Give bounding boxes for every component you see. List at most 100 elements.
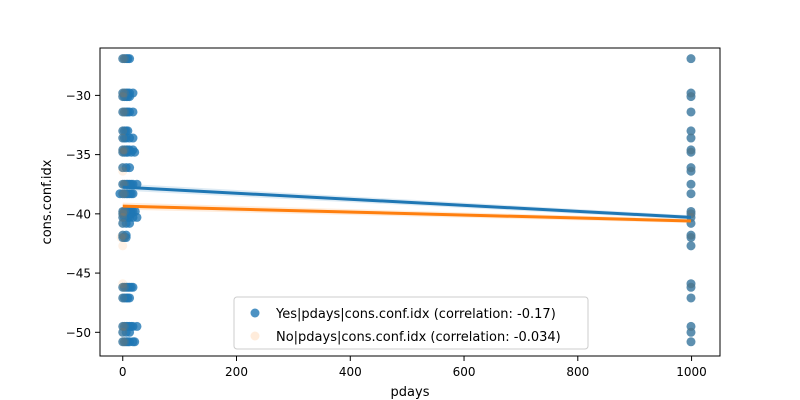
y-tick-label: −30: [66, 89, 91, 103]
data-point: [686, 179, 696, 189]
data-point: [686, 107, 696, 117]
x-tick-label: 0: [119, 365, 127, 379]
data-point: [118, 279, 128, 289]
data-point: [132, 321, 142, 331]
data-point: [125, 54, 135, 64]
data-point: [686, 163, 696, 173]
data-point: [119, 54, 129, 64]
data-point: [686, 233, 696, 243]
data-point: [125, 218, 135, 228]
plot-frame: [99, 47, 721, 357]
data-point: [686, 107, 696, 117]
data-point: [686, 293, 696, 303]
data-point: [686, 241, 696, 251]
data-point: [686, 189, 696, 199]
data-point: [686, 279, 696, 289]
y-tick-label: −50: [66, 326, 91, 340]
data-point: [686, 166, 696, 176]
data-point: [121, 233, 131, 243]
data-point: [686, 126, 696, 136]
legend-marker-yes: [250, 308, 260, 318]
data-point: [686, 54, 696, 64]
data-point: [130, 337, 140, 347]
x-axis-label: pdays: [391, 385, 430, 400]
data-point: [686, 337, 696, 347]
data-point: [686, 282, 696, 292]
data-point: [119, 189, 129, 199]
x-tick-label: 200: [225, 365, 248, 379]
data-point: [686, 327, 696, 337]
data-point: [118, 293, 128, 303]
data-point: [128, 189, 138, 199]
legend: Yes|pdays|cons.conf.idx (correlation: -0…: [233, 296, 589, 350]
data-point: [119, 337, 129, 347]
regression-line: [122, 185, 692, 219]
data-point: [119, 206, 129, 216]
data-point: [686, 92, 696, 102]
data-point: [118, 327, 128, 337]
data-point: [686, 147, 696, 157]
data-point: [118, 230, 128, 240]
data-point: [118, 206, 128, 216]
data-point: [686, 166, 696, 176]
data-point: [119, 282, 129, 292]
legend-marker-no: [250, 331, 260, 341]
data-point: [118, 107, 128, 117]
data-point: [686, 337, 696, 347]
data-point: [686, 133, 696, 143]
x-axis-ticks: 0 200 400 600 800 1000: [119, 356, 707, 379]
data-point: [118, 145, 128, 155]
data-point: [118, 241, 128, 251]
data-point: [126, 147, 136, 157]
data-point: [686, 206, 696, 216]
data-point: [686, 92, 696, 102]
data-point: [116, 233, 126, 243]
legend-box: [233, 296, 589, 350]
data-point: [118, 163, 128, 173]
data-point: [686, 145, 696, 155]
data-point: [686, 189, 696, 199]
data-point: [119, 88, 129, 98]
data-point: [686, 327, 696, 337]
y-axis-ticks: −50 −45 −40 −35 −30: [66, 89, 100, 340]
data-point: [686, 282, 696, 292]
regression-line: [122, 204, 692, 223]
data-point: [128, 107, 138, 117]
data-point: [125, 327, 135, 337]
data-point: [118, 282, 128, 292]
data-point: [118, 337, 128, 347]
legend-label-no: No|pdays|cons.conf.idx (correlation: -0.…: [276, 330, 561, 345]
data-point: [118, 92, 128, 102]
y-tick-label: −40: [66, 207, 91, 221]
data-point: [686, 241, 696, 251]
regression-lines: [122, 185, 692, 223]
data-points: [115, 54, 696, 347]
data-point: [686, 293, 696, 303]
data-point: [118, 189, 128, 199]
x-tick-label: 1000: [676, 365, 707, 379]
data-point: [118, 212, 128, 222]
data-point: [128, 282, 138, 292]
data-point: [118, 147, 128, 157]
data-point: [118, 54, 128, 64]
data-point: [118, 218, 128, 228]
data-point: [686, 54, 696, 64]
data-point: [125, 293, 135, 303]
data-point: [118, 166, 128, 176]
y-tick-label: −35: [66, 148, 91, 162]
data-point: [123, 126, 133, 136]
data-point: [686, 179, 696, 189]
y-axis-label: cons.conf.idx: [40, 159, 55, 244]
data-point: [119, 233, 129, 243]
data-point: [119, 145, 129, 155]
data-point: [128, 133, 138, 143]
legend-label-yes: Yes|pdays|cons.conf.idx (correlation: -0…: [275, 307, 556, 322]
data-point: [686, 147, 696, 157]
data-point: [686, 230, 696, 240]
data-point: [118, 88, 128, 98]
data-point: [118, 209, 128, 219]
data-point: [686, 233, 696, 243]
x-tick-label: 600: [453, 365, 476, 379]
data-point: [119, 321, 129, 331]
